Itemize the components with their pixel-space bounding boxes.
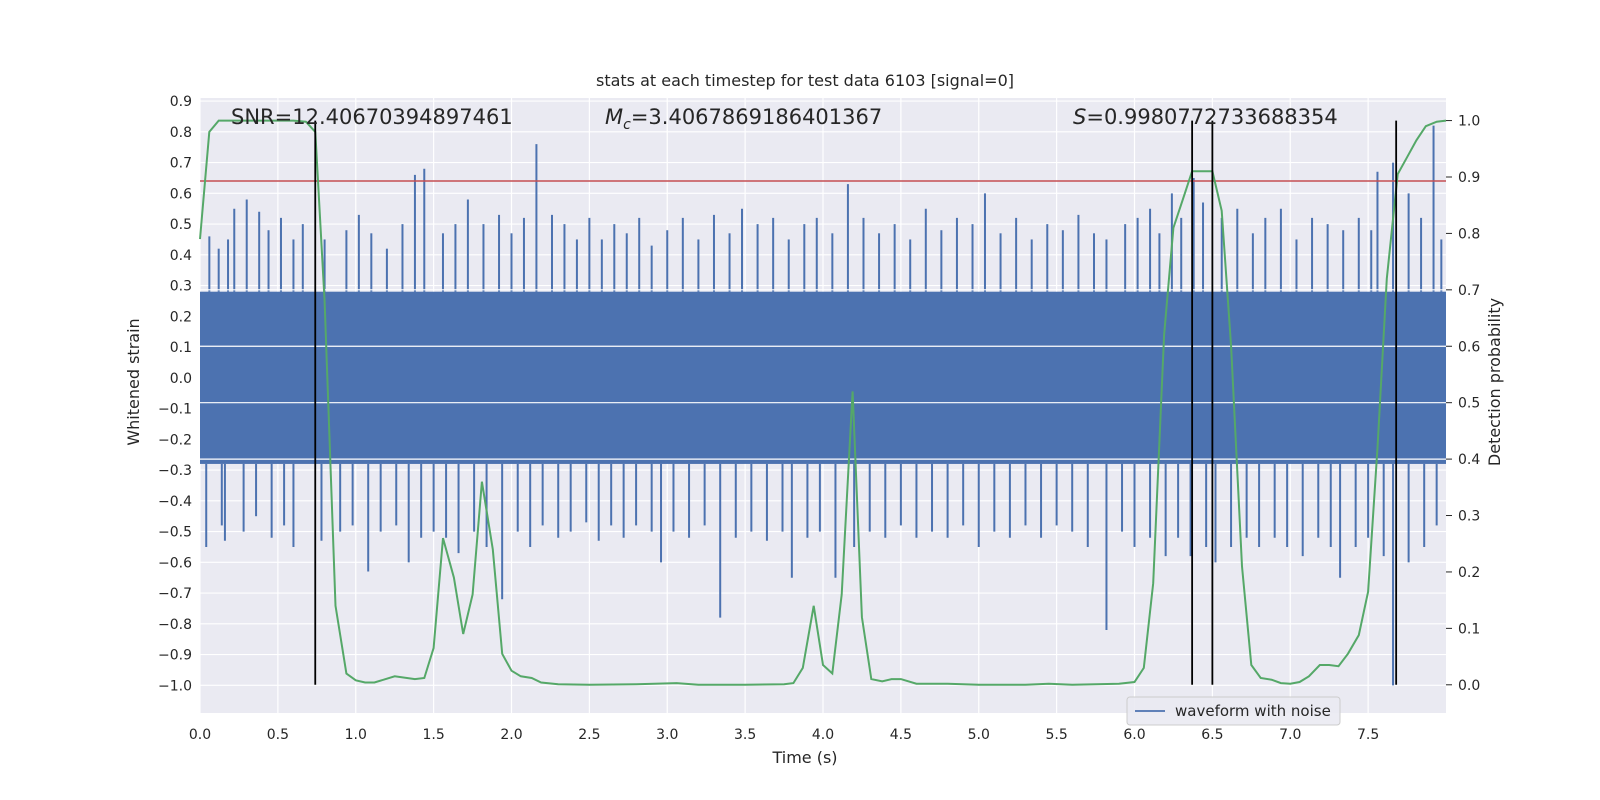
y-tick-label: −0.1 — [158, 402, 192, 418]
y-tick-label: −0.2 — [158, 432, 192, 448]
x-tick-label: 7.5 — [1357, 727, 1379, 743]
score-annotation: S=0.9980772733688354 — [1073, 105, 1338, 129]
y-tick-label: 0.8 — [170, 125, 192, 141]
legend-box — [1126, 696, 1341, 726]
chirp-mass-subscript: c — [623, 117, 631, 133]
y-tick-label: −0.9 — [158, 648, 192, 664]
probability-series — [199, 119, 1447, 686]
y-tick-label: 0.0 — [170, 371, 192, 387]
x-axis-title: Time (s) — [771, 748, 837, 767]
y-tick-label: 0.3 — [170, 279, 192, 295]
score-value: =0.9980772733688354 — [1086, 105, 1337, 129]
y2-axis-title: Detection probability — [1485, 298, 1504, 466]
y-tick-label: −0.6 — [158, 555, 192, 571]
y-tick-label: −0.8 — [158, 617, 192, 633]
x-tick-label: 6.5 — [1201, 727, 1223, 743]
x-tick-label: 2.0 — [500, 727, 522, 743]
y-tick-label: 0.6 — [170, 186, 192, 202]
y2-tick-label: 0.5 — [1458, 396, 1480, 412]
score-symbol: S — [1073, 105, 1086, 129]
y-tick-label: 0.4 — [170, 248, 192, 264]
strain-envelope — [200, 291, 1446, 464]
y2-tick-label: 0.3 — [1458, 509, 1480, 525]
y-tick-label: −0.3 — [158, 463, 192, 479]
y-tick-label: −0.7 — [158, 586, 192, 602]
y2-tick-label: 0.7 — [1458, 283, 1480, 299]
vertical-markers — [314, 120, 1398, 685]
legend: waveform with noise — [1126, 696, 1341, 726]
y2-tick-label: 0.8 — [1458, 226, 1480, 242]
x-tick-label: 0.0 — [189, 727, 211, 743]
y2-tick-label: 0.4 — [1458, 452, 1480, 468]
y2-tick-label: 0.2 — [1458, 565, 1480, 581]
y2-tick-label: 0.1 — [1458, 621, 1480, 637]
y2-tick-label: 0.0 — [1458, 678, 1480, 694]
probability-line — [199, 119, 1447, 686]
y2-tick-label: 0.9 — [1458, 170, 1480, 186]
x-tick-label: 7.0 — [1279, 727, 1301, 743]
x-tick-label: 6.0 — [1123, 727, 1145, 743]
y2-tick-label: 0.6 — [1458, 339, 1480, 355]
x-tick-label: 1.0 — [345, 727, 367, 743]
snr-annotation: SNR=12.40670394897461 — [231, 105, 513, 129]
x-tick-label: 2.5 — [578, 727, 600, 743]
y2-tick-label: 1.0 — [1458, 114, 1480, 130]
x-tick-label: 4.5 — [890, 727, 912, 743]
chirp-mass-annotation: Mc=3.4067869186401367 — [605, 105, 882, 133]
chart-title: stats at each timestep for test data 610… — [596, 71, 1014, 90]
y-tick-label: 0.5 — [170, 217, 192, 233]
x-tick-label: 4.0 — [812, 727, 834, 743]
x-tick-label: 3.5 — [734, 727, 756, 743]
y-tick-label: 0.9 — [170, 94, 192, 110]
chirp-mass-symbol: M — [605, 105, 623, 129]
x-axis-ticks: 0.0 0.5 1.0 1.5 2.0 2.5 3.0 3.5 4.0 4.5 5.0 5.5 6.0 6… — [189, 727, 1379, 743]
y-tick-label: 0.1 — [170, 340, 192, 356]
x-tick-label: 3.0 — [656, 727, 678, 743]
legend-label-waveform: waveform with noise — [1175, 702, 1331, 720]
y-tick-label: −1.0 — [158, 678, 192, 694]
y-tick-label: −0.4 — [158, 494, 192, 510]
chirp-mass-value: =3.4067869186401367 — [631, 105, 882, 129]
x-tick-label: 1.5 — [422, 727, 444, 743]
y-tick-label: 0.2 — [170, 309, 192, 325]
y-axis-ticks: 0.9 0.8 0.7 0.6 0.5 0.4 0.3 0.2 0.1 0.0 −0.1 −0.2 −0… — [158, 94, 192, 694]
y-axis-title: Whitened strain — [124, 318, 143, 445]
x-tick-label: 5.0 — [968, 727, 990, 743]
x-tick-label: 5.5 — [1045, 727, 1067, 743]
y-tick-label: 0.7 — [170, 156, 192, 172]
strain-series — [200, 125, 1446, 686]
x-tick-label: 0.5 — [267, 727, 289, 743]
y-tick-label: −0.5 — [158, 525, 192, 541]
y2-axis-ticks: 1.0 0.9 0.8 0.7 0.6 0.5 0.4 0.3 0.2 0.1 0.0 — [1446, 114, 1480, 694]
